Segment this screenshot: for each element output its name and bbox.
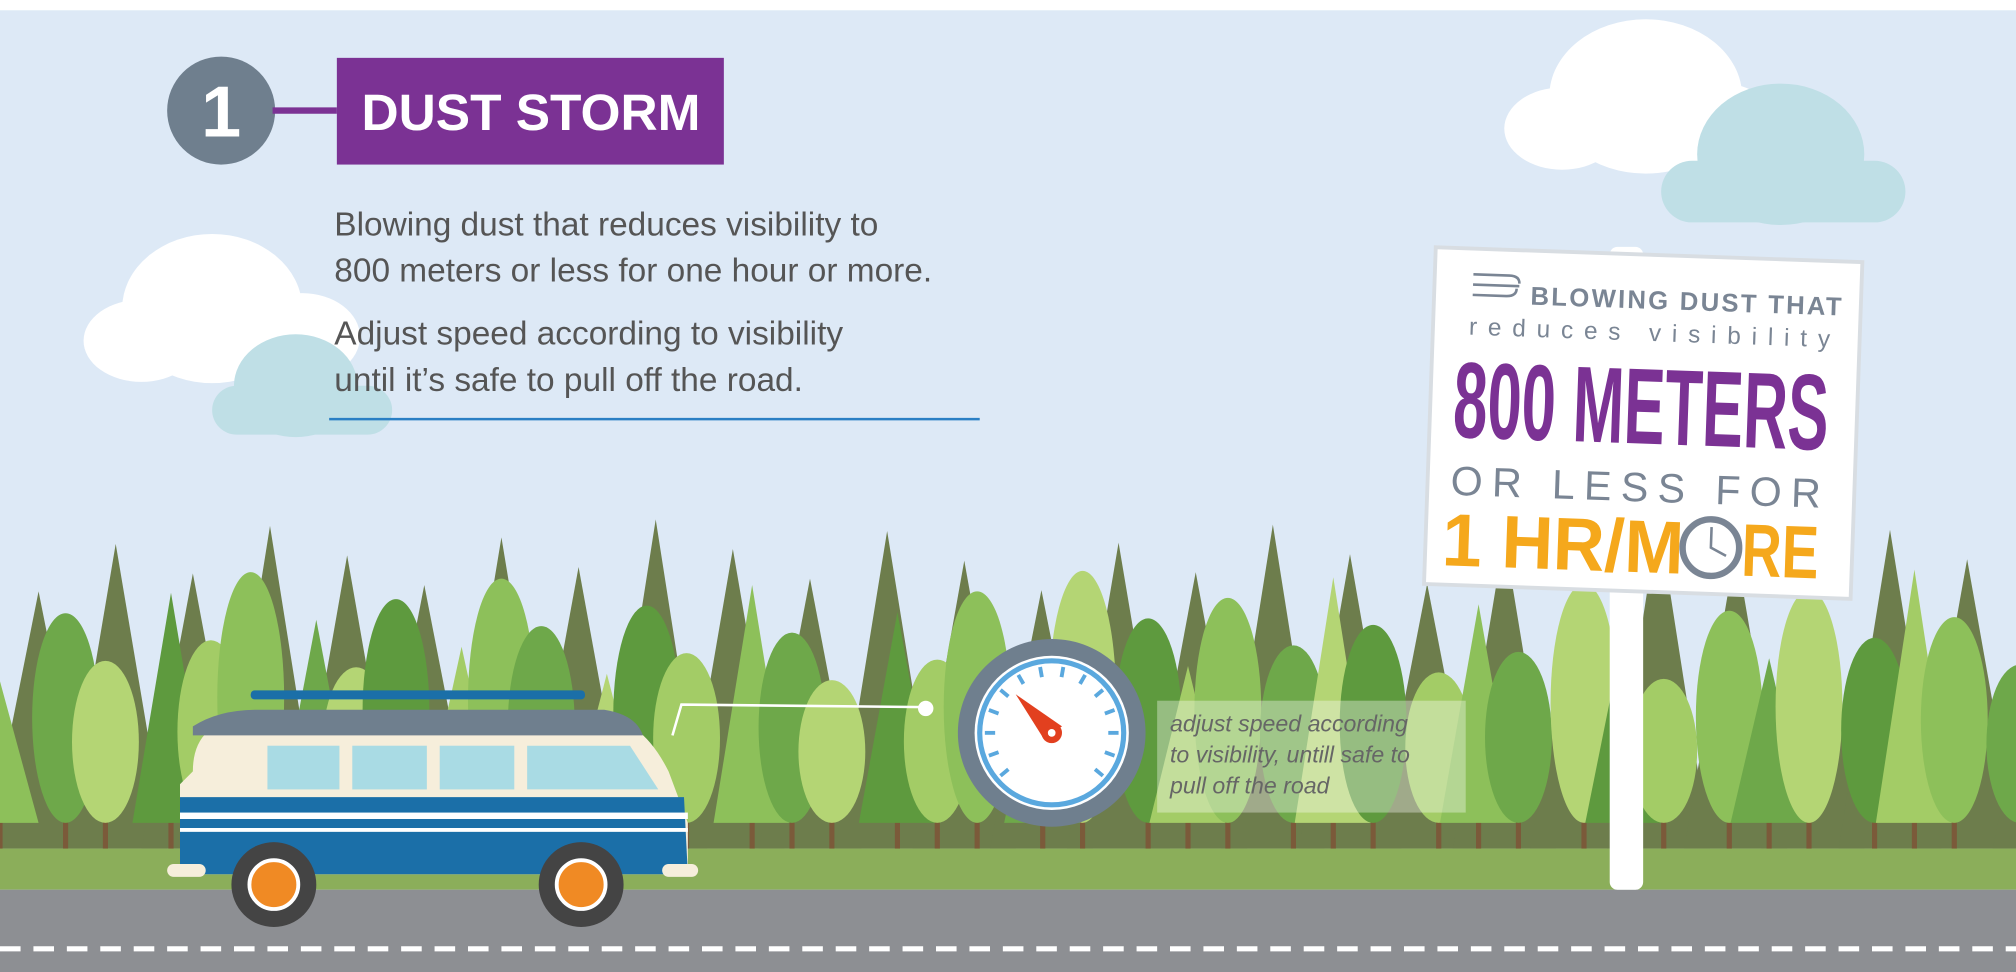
round-tree — [798, 680, 865, 823]
paragraph-line: 800 meters or less for one hour or more. — [334, 253, 932, 290]
rect-shape — [352, 746, 427, 790]
paragraph-line: Blowing dust that reduces visibility to — [334, 206, 878, 243]
rect-shape — [180, 828, 688, 832]
pointer-dot — [918, 701, 933, 716]
rect-shape — [251, 690, 585, 699]
path-shape — [1473, 285, 1519, 287]
rect-shape — [662, 864, 698, 877]
paragraph-line: Adjust speed according to visibility — [334, 316, 843, 353]
ellipse-shape — [1504, 87, 1620, 169]
sign-line: 1 HR/M — [1441, 497, 1685, 589]
ellipse-shape — [84, 300, 200, 382]
rect-shape — [440, 746, 515, 790]
g-shape — [267, 746, 658, 790]
circle-shape — [249, 860, 298, 909]
title: DUST STORM — [362, 83, 701, 141]
gauge-tick — [1062, 667, 1064, 677]
rect-shape — [180, 813, 688, 819]
scene: 1 DUST STORM Blowing dust that reduces v… — [0, 0, 2016, 972]
rect-shape — [167, 864, 206, 877]
caption-line: adjust speed according — [1170, 711, 1408, 737]
paragraph-line: until it’s safe to pull off the road. — [334, 362, 803, 399]
sign-line: RE — [1740, 508, 1820, 595]
badge-number: 1 — [201, 72, 241, 152]
sign-line: 800 METERS — [1451, 339, 1830, 473]
rect-shape — [1661, 161, 1905, 223]
round-tree — [1776, 590, 1843, 823]
sign: BLOWING DUST THAT reduces visibility 800… — [1424, 247, 1862, 599]
rect-shape — [267, 746, 339, 790]
round-tree — [1485, 652, 1552, 823]
round-tree — [72, 661, 139, 823]
circle-shape — [1048, 729, 1056, 737]
circle-shape — [557, 860, 606, 909]
gauge-tick — [1040, 667, 1042, 677]
path-shape — [193, 710, 643, 736]
page: 1 DUST STORM Blowing dust that reduces v… — [0, 0, 2016, 972]
caption-line: pull off the road — [1169, 772, 1331, 798]
round-tree — [1921, 617, 1988, 823]
speedometer — [958, 639, 1146, 827]
caption-line: to visibility, untill safe to — [1170, 741, 1410, 767]
